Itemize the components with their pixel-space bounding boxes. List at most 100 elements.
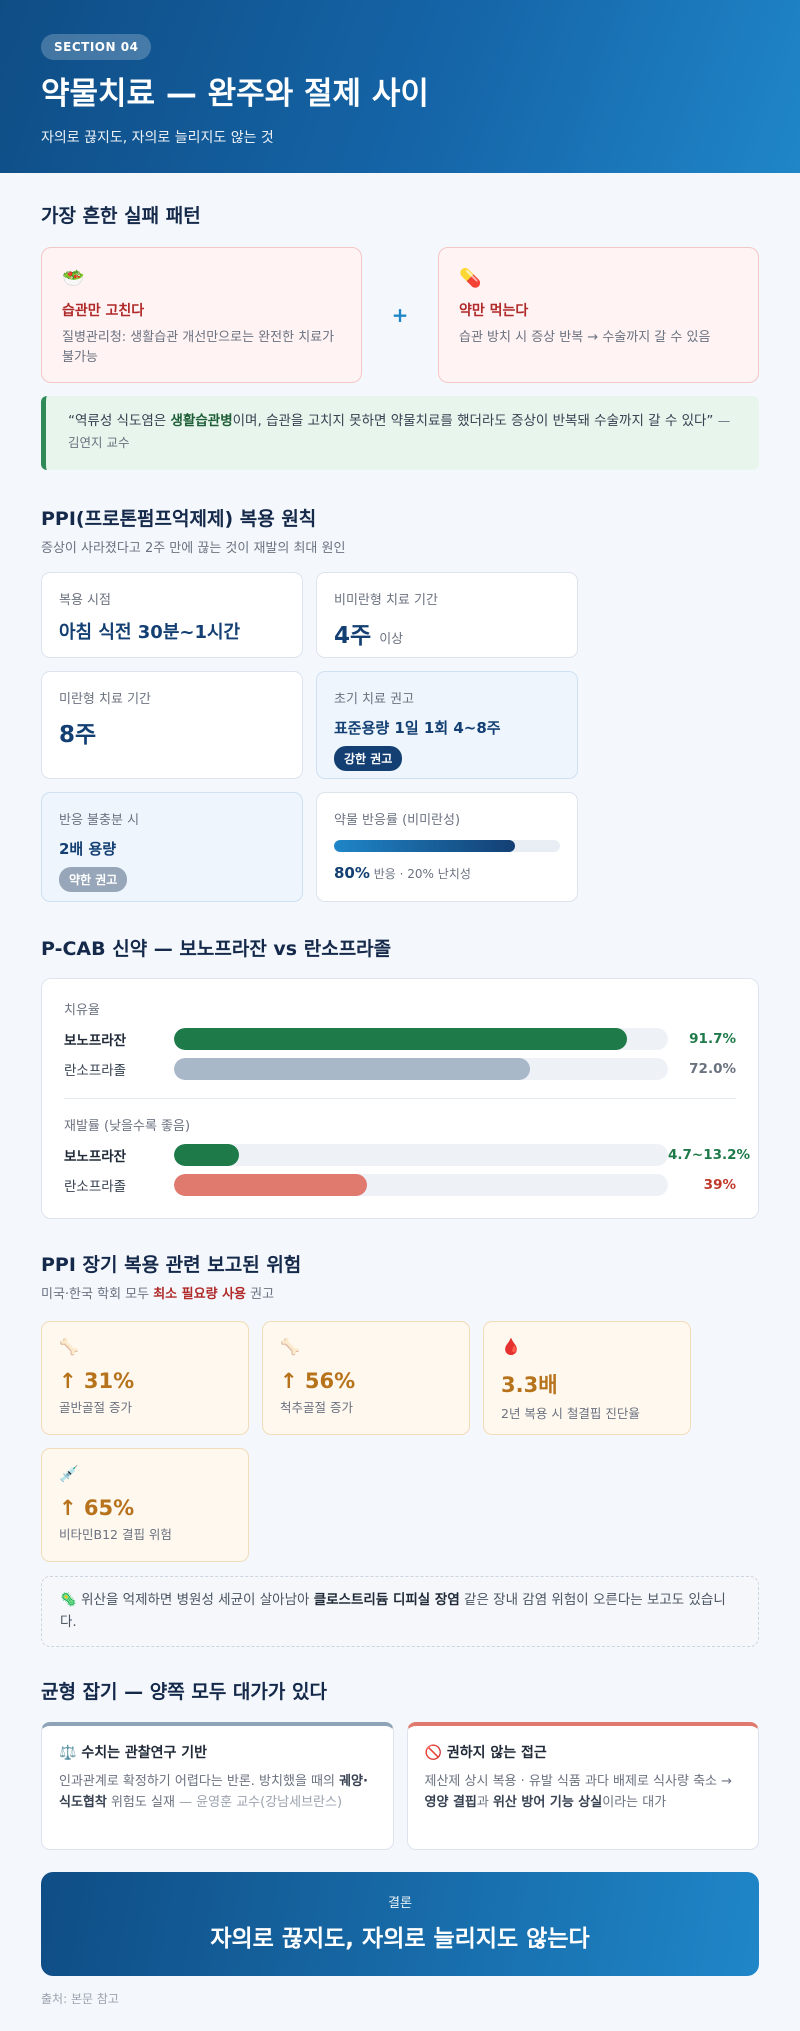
scale-icon: ⚖️ (59, 1745, 77, 1762)
bar-row: 보노프라잔 91.7% (64, 1024, 736, 1054)
risk-caption: 척추골절 증가 (280, 1400, 353, 1415)
failure-card-text: 질병관리청: 생활습관 개선만으로는 완전한 치료가 불가능 (62, 330, 335, 365)
bar-drug-name: 보노프라잔 (64, 1033, 127, 1049)
bar-drug-name: 란소프라졸 (64, 1179, 127, 1195)
prohibited-icon: 🚫 (424, 1745, 442, 1762)
bar-fill (174, 1028, 627, 1050)
infection-note: 🦠 위산을 억제하면 병원성 세균이 살아남아 클로스트리듐 디피실 장염 같은… (41, 1576, 759, 1648)
stat-card-erosive: 미란형 치료 기간 8주 (41, 671, 303, 779)
section-heading: 가장 흔한 실패 패턴 (41, 205, 201, 227)
pcab-section: P-CAB 신약 — 보노프라잔 vs 란소프라졸 치유율 보노프라잔 91.7%… (41, 902, 759, 1219)
section-heading: PPI(프로톤펌프억제제) 복용 원칙 (41, 508, 317, 530)
risk-cards: 🦴 ↑ 31% 골반골절 증가 🦴 ↑ 56% 척추골절 증가 🩸 3.3배 2… (41, 1321, 761, 1562)
section-badge: SECTION 04 (41, 34, 152, 60)
failure-card-title: 습관만 고친다 (62, 303, 145, 319)
balance-card-text: 제산제 상시 복용 · 유발 식품 과다 배제로 식사량 축소 → 영양 결핍과… (425, 1772, 742, 1814)
balance-card-text: 인과관계로 확정하기 어렵다는 반론. 방치했을 때의 궤양·식도협착 위험도 … (59, 1772, 376, 1814)
risk-card: 🩸 3.3배 2년 복용 시 철결핍 진단율 (483, 1321, 691, 1435)
bar-fill (174, 1144, 240, 1166)
stat-card-timing: 복용 시점 아침 식전 30분~1시간 (41, 572, 303, 658)
stat-card-response: 약물 반응률 (비미란성) 80% 반응 · 20% 난치성 (316, 792, 578, 902)
ppi-section: PPI(프로톤펌프억제제) 복용 원칙 증상이 사라졌다고 2주 만에 끊는 것… (41, 470, 759, 902)
response-rate: 80% (334, 864, 370, 882)
balance-emphasis: 영양 결핍 (424, 1794, 477, 1810)
failure-cards: 🥗 습관만 고친다 질병관리청: 생활습관 개선만으로는 완전한 치료가 불가능… (41, 247, 759, 383)
page-title: 약물치료 — 완주와 절제 사이 (41, 76, 429, 112)
section-description: 미국·한국 학회 모두 최소 필요량 사용 권고 (41, 1283, 759, 1302)
bacteria-icon: 🦠 (60, 1592, 77, 1608)
stat-value: 2배 용량 (59, 840, 117, 858)
comparison-chart: 치유율 보노프라잔 91.7% 란소프라졸 72.0% 재발률 (낮을수록 좋음) 보… (41, 978, 759, 1219)
bar-track (174, 1174, 668, 1196)
risk-value: ↑ 31% (59, 1369, 135, 1393)
plus-icon: + (391, 303, 409, 327)
conclusion-kicker: 결론 (388, 1896, 412, 1912)
page-subtitle: 자의로 끊지도, 자의로 늘리지도 않는 것 (41, 130, 274, 147)
bar-value-label: 72.0% (689, 1061, 736, 1077)
conclusion-message: 자의로 끊지도, 자의로 늘리지도 않는다 (210, 1926, 590, 1953)
balance-text: 인과관계로 확정하기 어렵다는 반론. 방치했을 때의 (59, 1774, 340, 1790)
failure-patterns-section: 가장 흔한 실패 패턴 🥗 습관만 고친다 질병관리청: 생활습관 개선만으로는… (41, 173, 759, 470)
failure-card-habits-only: 🥗 습관만 고친다 질병관리청: 생활습관 개선만으로는 완전한 치료가 불가능 (41, 247, 362, 383)
quote-emphasis: 생활습관병 (170, 413, 233, 429)
response-progress-track (334, 840, 560, 852)
stat-suffix: 이상 (379, 632, 404, 647)
failure-card-meds-only: 💊 약만 먹는다 습관 방치 시 증상 반복 → 수술까지 갈 수 있음 (438, 247, 759, 383)
balance-text: 이라는 대가 (602, 1794, 667, 1810)
response-progress-fill (334, 840, 515, 852)
salad-icon: 🥗 (62, 268, 85, 289)
section-description: 증상이 사라졌다고 2주 만에 끊는 것이 재발의 최대 원인 (41, 541, 346, 556)
section-heading: P-CAB 신약 — 보노프라잔 vs 란소프라졸 (41, 938, 392, 960)
stat-card-insufficient: 반응 불충분 시 2배 용량 약한 권고 (41, 792, 303, 902)
stat-label: 반응 불충분 시 (59, 813, 140, 828)
balance-author: — 윤영훈 교수(강남세브란스) (179, 1794, 343, 1810)
bar-value-label: 4.7~13.2% (668, 1147, 751, 1163)
bar-drug-name: 보노프라잔 (64, 1149, 127, 1165)
note-emphasis: 클로스트리듐 디피실 장염 (313, 1592, 460, 1608)
stat-label: 비미란형 치료 기간 (334, 593, 438, 608)
quote-text: “역류성 식도염은 (68, 413, 171, 429)
balance-card-not-recommended: 🚫 권하지 않는 접근 제산제 상시 복용 · 유발 식품 과다 배제로 식사량… (406, 1722, 759, 1851)
stat-card-initial: 초기 치료 권고 표준용량 1일 1회 4~8주 강한 권고 (316, 671, 578, 779)
expert-quote: “역류성 식도염은 생활습관병이며, 습관을 고치지 못하면 약물치료를 했더라… (41, 396, 759, 470)
risk-caption: 비타민B12 결핍 위험 (59, 1527, 172, 1542)
recommendation-badge: 강한 권고 (334, 746, 403, 771)
relapse-rate-bars: 보노프라잔 4.7~13.2% 란소프라졸 39% (64, 1140, 751, 1200)
balance-cards: ⚖️ 수치는 관찰연구 기반 인과관계로 확정하기 어렵다는 반론. 방치했을 … (41, 1722, 759, 1851)
cure-rate-label: 치유율 (64, 1003, 100, 1018)
stat-value: 아침 식전 30분~1시간 (59, 622, 241, 643)
section-heading: PPI 장기 복용 관련 보고된 위험 (41, 1254, 302, 1276)
risk-value: ↑ 56% (280, 1369, 356, 1393)
bone-icon: 🦴 (280, 1337, 300, 1356)
failure-card-text: 습관 방치 시 증상 반복 → 수술까지 갈 수 있음 (459, 330, 711, 345)
stat-value: 8주 (59, 722, 97, 748)
balance-text: 과 (476, 1794, 493, 1810)
ppi-stat-grid: 복용 시점 아침 식전 30분~1시간 비미란형 치료 기간 4주 이상 미란형… (41, 572, 759, 902)
stat-label: 복용 시점 (59, 593, 111, 608)
stat-label: 약물 반응률 (비미란성) (334, 813, 461, 828)
stat-value: 표준용량 1일 1회 4~8주 (334, 719, 501, 737)
section-heading: 균형 잡기 — 양쪽 모두 대가가 있다 (41, 1681, 327, 1704)
bar-drug-name: 란소프라졸 (64, 1063, 127, 1079)
syringe-icon: 💉 (59, 1464, 79, 1483)
blood-drop-icon: 🩸 (501, 1337, 521, 1356)
balance-card-observational: ⚖️ 수치는 관찰연구 기반 인과관계로 확정하기 어렵다는 반론. 방치했을 … (41, 1722, 394, 1851)
balance-emphasis: 위산 방어 기능 상실 (492, 1794, 603, 1810)
quote-author: — 김연지 교수 (68, 413, 731, 451)
pill-icon: 💊 (459, 268, 482, 289)
balance-text: 위험도 실재 (106, 1794, 180, 1810)
relapse-rate-label: 재발률 (낮을수록 좋음) (64, 1119, 191, 1134)
stat-card-nonerosive: 비미란형 치료 기간 4주 이상 (316, 572, 578, 658)
stat-label: 미란형 치료 기간 (59, 692, 151, 707)
bar-row: 란소프라졸 39% (64, 1170, 736, 1200)
risk-value: ↑ 65% (59, 1496, 135, 1520)
bar-track (174, 1058, 668, 1080)
balance-card-title: 수치는 관찰연구 기반 (81, 1745, 207, 1762)
bar-fill (174, 1174, 367, 1196)
risk-card: 🦴 ↑ 56% 척추골절 증가 (262, 1321, 470, 1435)
desc-emphasis: 최소 필요량 사용 (153, 1287, 246, 1302)
main-content: 가장 흔한 실패 패턴 🥗 습관만 고친다 질병관리청: 생활습관 개선만으로는… (0, 173, 800, 2007)
stat-value: 4주 (334, 623, 372, 649)
bar-row: 란소프라졸 72.0% (64, 1054, 736, 1084)
bar-track (174, 1144, 668, 1166)
